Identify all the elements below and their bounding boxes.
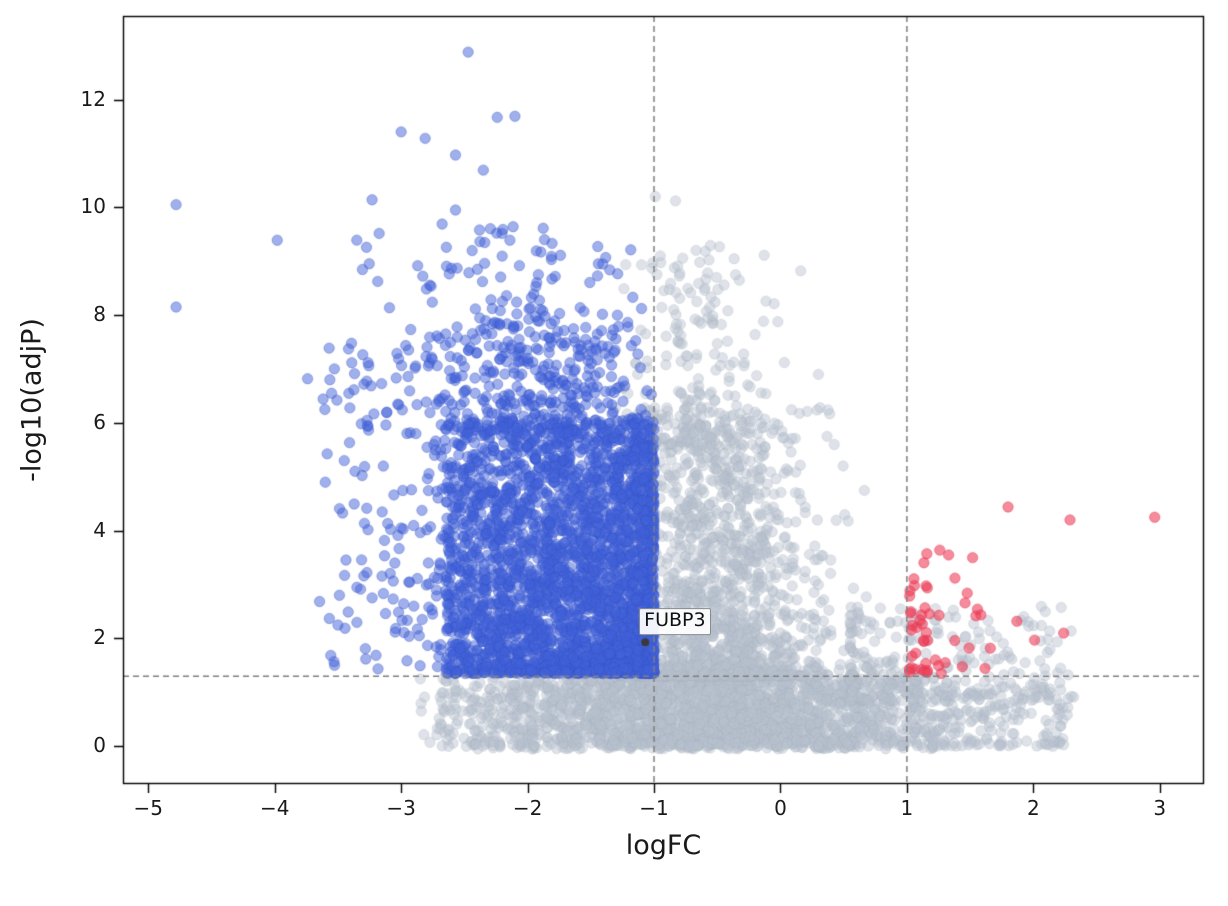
y-tick-label: 12	[80, 86, 106, 111]
x-tick-label: −5	[133, 796, 164, 820]
x-tick-label: 0	[774, 796, 787, 820]
gene-annotation-label: FUBP3	[639, 607, 711, 635]
y-axis-label: -log10(adjP)	[16, 318, 48, 482]
x-axis-label: logFC	[625, 830, 702, 861]
x-tick-label: 2	[1026, 796, 1040, 820]
y-tick-label: 10	[80, 194, 106, 219]
x-tick-label: −2	[512, 796, 543, 820]
x-tick-label: 3	[1153, 796, 1167, 820]
x-tick-label: −4	[259, 796, 290, 820]
y-tick-label: 6	[93, 409, 106, 434]
x-tick-label: −3	[386, 796, 416, 820]
y-tick-label: 4	[93, 517, 106, 542]
y-tick-label: 2	[93, 625, 106, 650]
y-tick-label: 0	[93, 733, 106, 758]
x-tick-label: −1	[639, 796, 669, 820]
y-tick-label: 8	[93, 302, 106, 327]
x-tick-label: 1	[900, 796, 914, 820]
